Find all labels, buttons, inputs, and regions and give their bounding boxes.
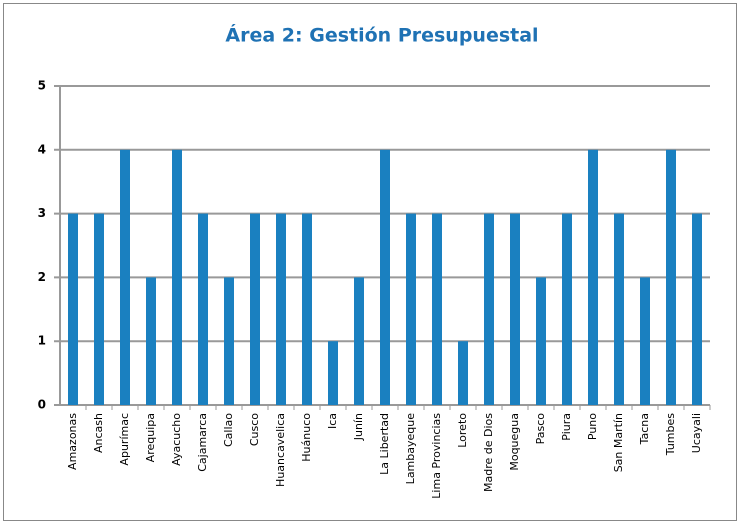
y-tick-label: 5 — [38, 79, 46, 93]
x-tick-label: Puno — [586, 413, 599, 440]
x-tick-label: San Martín — [612, 413, 625, 472]
x-tick-label: Lambayeque — [404, 413, 417, 485]
bar — [640, 277, 650, 405]
x-tick-label: Junín — [352, 413, 365, 441]
x-tick-label: Ancash — [92, 413, 105, 453]
bar — [302, 213, 312, 405]
x-tick-label: Amazonas — [66, 413, 79, 470]
x-tick-label: Arequipa — [144, 413, 157, 462]
x-tick-label: Piura — [560, 413, 573, 441]
x-tick-label: La Libertad — [378, 413, 391, 475]
x-tick-label: Apurímac — [118, 413, 131, 466]
x-tick-label: Huánuco — [300, 413, 313, 462]
x-tick-label: Loreto — [456, 413, 469, 448]
bar — [692, 213, 702, 405]
bar — [432, 213, 442, 405]
bar — [562, 213, 572, 405]
bar — [458, 341, 468, 405]
bar — [250, 213, 260, 405]
x-tick-label: Lima Provincias — [430, 413, 443, 499]
x-tick-label: Tumbes — [664, 413, 677, 456]
x-tick-label: Cusco — [248, 413, 261, 446]
bar — [146, 277, 156, 405]
bar — [68, 213, 78, 405]
x-tick-label: Ayacucho — [170, 413, 183, 466]
y-tick-label: 2 — [38, 270, 46, 284]
bar — [328, 341, 338, 405]
x-tick-label: Ucayali — [690, 413, 703, 453]
bar — [198, 213, 208, 405]
bar — [380, 149, 390, 405]
bar — [354, 277, 364, 405]
bar — [172, 149, 182, 405]
x-tick-label: Ica — [326, 413, 339, 429]
x-tick-label: Moquegua — [508, 413, 521, 471]
y-tick-label: 4 — [38, 142, 46, 156]
x-tick-label: Madre de Dios — [482, 413, 495, 492]
bar — [276, 213, 286, 405]
x-tick-label: Pasco — [534, 413, 547, 445]
bar — [484, 213, 494, 405]
bar — [536, 277, 546, 405]
bar — [120, 149, 130, 405]
bar — [94, 213, 104, 405]
bar — [666, 149, 676, 405]
y-tick-label: 3 — [38, 206, 46, 220]
y-tick-label: 0 — [38, 398, 46, 412]
bar — [510, 213, 520, 405]
bar — [614, 213, 624, 405]
x-tick-label: Cajamarca — [196, 413, 209, 472]
chart-frame — [3, 3, 737, 521]
chart-title: Área 2: Gestión Presupuestal — [225, 24, 538, 47]
x-tick-label: Tacna — [638, 413, 651, 445]
bar — [588, 149, 598, 405]
bar — [224, 277, 234, 405]
x-tick-label: Huancavelica — [274, 413, 287, 487]
x-tick-label: Callao — [222, 413, 235, 447]
y-tick-label: 1 — [38, 334, 46, 348]
bar — [406, 213, 416, 405]
